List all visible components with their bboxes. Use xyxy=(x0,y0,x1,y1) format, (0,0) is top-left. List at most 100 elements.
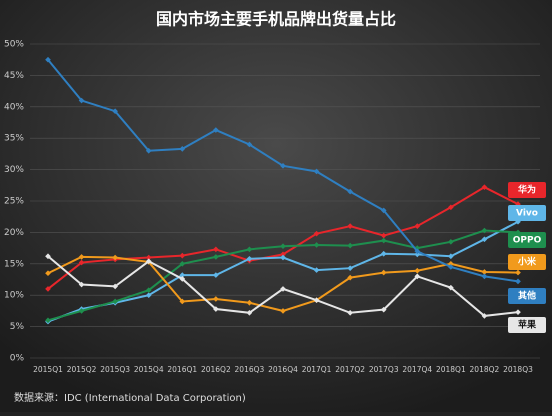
point xyxy=(481,236,488,243)
point xyxy=(380,306,387,313)
point xyxy=(347,274,353,281)
legend-label: 华为 xyxy=(518,184,536,196)
x-tick-label: 2015Q2 xyxy=(67,365,97,374)
point xyxy=(313,168,320,175)
y-tick-label: 35% xyxy=(4,134,24,144)
chart-title: 国内市场主要手机品牌出货量占比 xyxy=(156,10,396,29)
point xyxy=(481,227,488,234)
x-tick-label: 2018Q1 xyxy=(436,365,466,374)
point xyxy=(78,254,85,260)
source: 数据来源：IDC (International Data Corporation… xyxy=(14,391,246,404)
point xyxy=(280,251,286,258)
point xyxy=(414,223,421,229)
point xyxy=(78,281,85,288)
point xyxy=(481,273,488,280)
point xyxy=(448,264,454,270)
legend-label: OPPO xyxy=(513,236,542,246)
point xyxy=(179,272,186,278)
point xyxy=(313,267,320,273)
point xyxy=(246,299,253,306)
point xyxy=(280,286,286,292)
point xyxy=(145,292,152,299)
point xyxy=(246,246,253,253)
point xyxy=(448,284,454,291)
y-tick-label: 50% xyxy=(4,40,24,50)
point xyxy=(145,287,152,294)
y-tick-label: 25% xyxy=(4,197,24,207)
x-tick-label: 2018Q2 xyxy=(470,365,500,374)
x-tick-label: 2015Q3 xyxy=(100,365,130,374)
legend-label: 苹果 xyxy=(518,319,537,331)
point xyxy=(78,308,85,314)
x-tick-label: 2018Q3 xyxy=(503,365,533,374)
point xyxy=(380,207,387,214)
legend-box xyxy=(508,182,546,198)
point xyxy=(145,147,152,154)
point xyxy=(179,298,186,305)
point xyxy=(78,259,85,266)
point xyxy=(179,146,186,152)
legend-label: 小米 xyxy=(517,256,537,268)
point xyxy=(481,313,488,319)
y-tick-label: 45% xyxy=(4,71,24,81)
point xyxy=(347,242,353,249)
legend-box xyxy=(508,288,546,304)
point xyxy=(448,253,454,260)
y-tick-label: 10% xyxy=(4,291,24,301)
point xyxy=(213,296,219,302)
x-tick-label: 2017Q4 xyxy=(402,365,432,374)
y-tick-label: 0% xyxy=(10,354,25,364)
point xyxy=(448,238,454,245)
point xyxy=(347,309,353,316)
point xyxy=(313,297,320,304)
y-tick-label: 40% xyxy=(4,102,24,112)
point xyxy=(414,267,421,274)
y-tick-label: 20% xyxy=(4,228,24,238)
legend-label: 其他 xyxy=(518,290,536,302)
point xyxy=(179,252,186,259)
point xyxy=(380,232,387,239)
legend-box xyxy=(508,254,546,270)
point xyxy=(515,278,521,285)
point xyxy=(213,127,219,133)
x-tick-label: 2016Q1 xyxy=(167,365,197,374)
point xyxy=(481,184,488,191)
point xyxy=(481,269,488,275)
point xyxy=(280,243,286,250)
point xyxy=(112,298,118,305)
y-tick-label: 15% xyxy=(4,259,24,269)
point xyxy=(380,269,387,276)
point xyxy=(246,141,253,148)
point xyxy=(179,260,186,267)
x-tick-label: 2016Q3 xyxy=(235,365,265,374)
point xyxy=(347,188,353,195)
point xyxy=(414,248,421,255)
point xyxy=(448,204,454,211)
y-tick-label: 30% xyxy=(4,165,24,175)
point xyxy=(179,276,186,282)
point xyxy=(313,242,320,248)
point xyxy=(246,309,253,316)
point xyxy=(213,254,219,260)
x-tick-label: 2016Q4 xyxy=(268,365,298,374)
x-tick-label: 2017Q3 xyxy=(369,365,399,374)
point xyxy=(347,265,353,272)
y-tick-label: 5% xyxy=(10,322,25,332)
legend-box xyxy=(508,232,546,248)
legend-label: Vivo xyxy=(516,209,538,219)
point xyxy=(78,97,85,104)
point xyxy=(347,223,353,229)
point xyxy=(414,273,421,280)
point xyxy=(112,108,118,115)
point xyxy=(313,230,320,237)
point xyxy=(246,255,253,262)
x-tick-label: 2015Q1 xyxy=(33,365,63,374)
point xyxy=(280,308,286,314)
point xyxy=(145,258,152,265)
point xyxy=(515,269,521,276)
x-tick-label: 2015Q4 xyxy=(134,365,164,374)
point xyxy=(112,283,118,290)
point xyxy=(213,306,219,312)
